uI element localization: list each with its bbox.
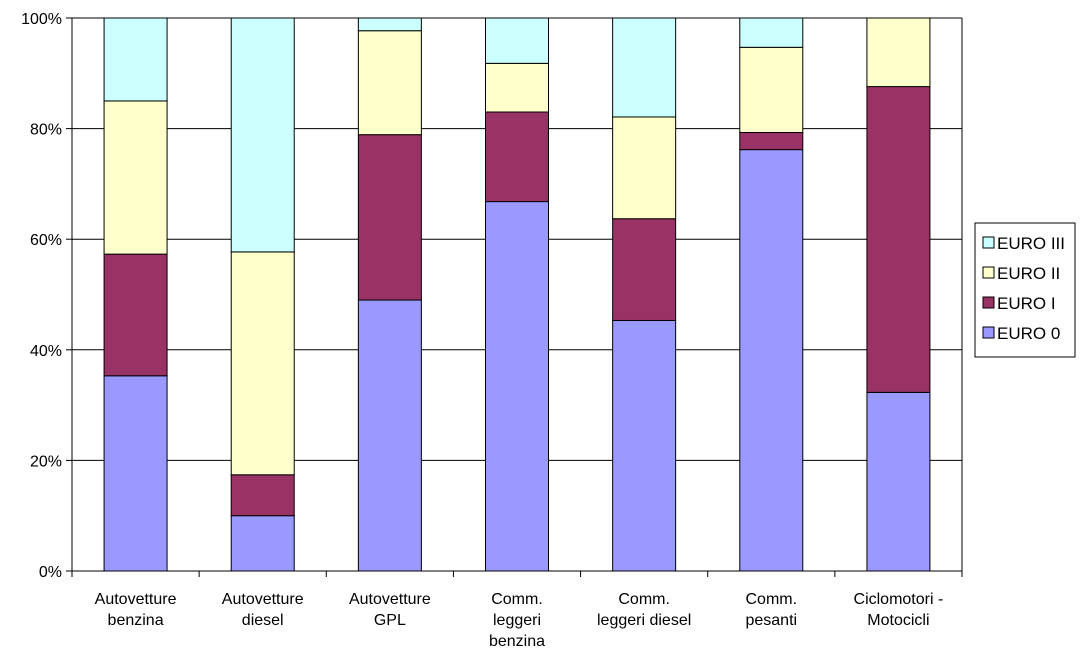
y-tick-label: 40% bbox=[30, 343, 62, 360]
bar-segment bbox=[739, 46, 804, 133]
bar-segment bbox=[103, 253, 168, 377]
legend-swatch bbox=[982, 326, 995, 339]
bar-segment bbox=[103, 100, 168, 255]
y-tick-label: 0% bbox=[39, 564, 62, 581]
bars bbox=[103, 17, 931, 572]
legend: EURO III EURO II EURO I EURO 0 bbox=[974, 222, 1076, 358]
legend-label: EURO 0 bbox=[997, 324, 1060, 343]
bar-segment bbox=[230, 17, 295, 253]
legend-swatch bbox=[982, 296, 995, 309]
bar-segment bbox=[739, 149, 804, 572]
bar-segment bbox=[357, 134, 422, 301]
bar-segment bbox=[485, 17, 549, 64]
bar-segment bbox=[485, 62, 549, 113]
bar-segment bbox=[485, 111, 549, 203]
legend-label: EURO I bbox=[997, 294, 1056, 313]
y-tick-label: 100% bbox=[21, 11, 62, 28]
x-tick-label: Comm. leggeri benzina bbox=[489, 591, 545, 650]
bar-segment bbox=[866, 391, 931, 572]
bar-segment bbox=[866, 17, 931, 88]
bar-segment bbox=[739, 131, 804, 151]
bar-segment bbox=[357, 17, 422, 32]
legend-swatch bbox=[982, 236, 995, 249]
bar-segment bbox=[103, 17, 168, 102]
bar-segment bbox=[612, 116, 677, 220]
y-tick-label: 60% bbox=[30, 232, 62, 249]
bar-segment bbox=[230, 515, 295, 572]
legend-label: EURO III bbox=[997, 234, 1065, 253]
x-tick-label: Autovetture GPL bbox=[349, 591, 431, 629]
y-tick-label: 80% bbox=[30, 122, 62, 139]
bar-segment bbox=[612, 319, 677, 572]
x-tick-label: Comm. pesanti bbox=[745, 591, 797, 629]
x-tick-label: Autovetture benzina bbox=[95, 591, 177, 629]
bar-segment bbox=[739, 17, 804, 48]
bar-segment bbox=[612, 218, 677, 321]
y-tick-labels: 0% 20% 40% 60% 80% 100% bbox=[21, 11, 62, 581]
bar-segment bbox=[230, 251, 295, 476]
x-tick-labels: Autovetture benzina Autovetture diesel Autov… bbox=[95, 591, 944, 650]
bar-segment bbox=[866, 86, 931, 393]
axes bbox=[66, 17, 963, 577]
x-tick-label: Comm. leggeri diesel bbox=[597, 591, 691, 629]
bar-segment bbox=[485, 201, 549, 572]
x-tick-label: Autovetture diesel bbox=[222, 591, 304, 629]
legend-swatch bbox=[982, 266, 995, 279]
bar-segment bbox=[357, 30, 422, 136]
x-tick-label: Ciclomotori -Motocicli bbox=[854, 591, 944, 629]
bar-segment bbox=[230, 474, 295, 517]
bar-segment bbox=[357, 299, 422, 572]
y-tick-label: 20% bbox=[30, 453, 62, 470]
legend-label: EURO II bbox=[997, 264, 1060, 283]
bar-segment bbox=[612, 17, 677, 118]
bar-segment bbox=[103, 375, 168, 572]
